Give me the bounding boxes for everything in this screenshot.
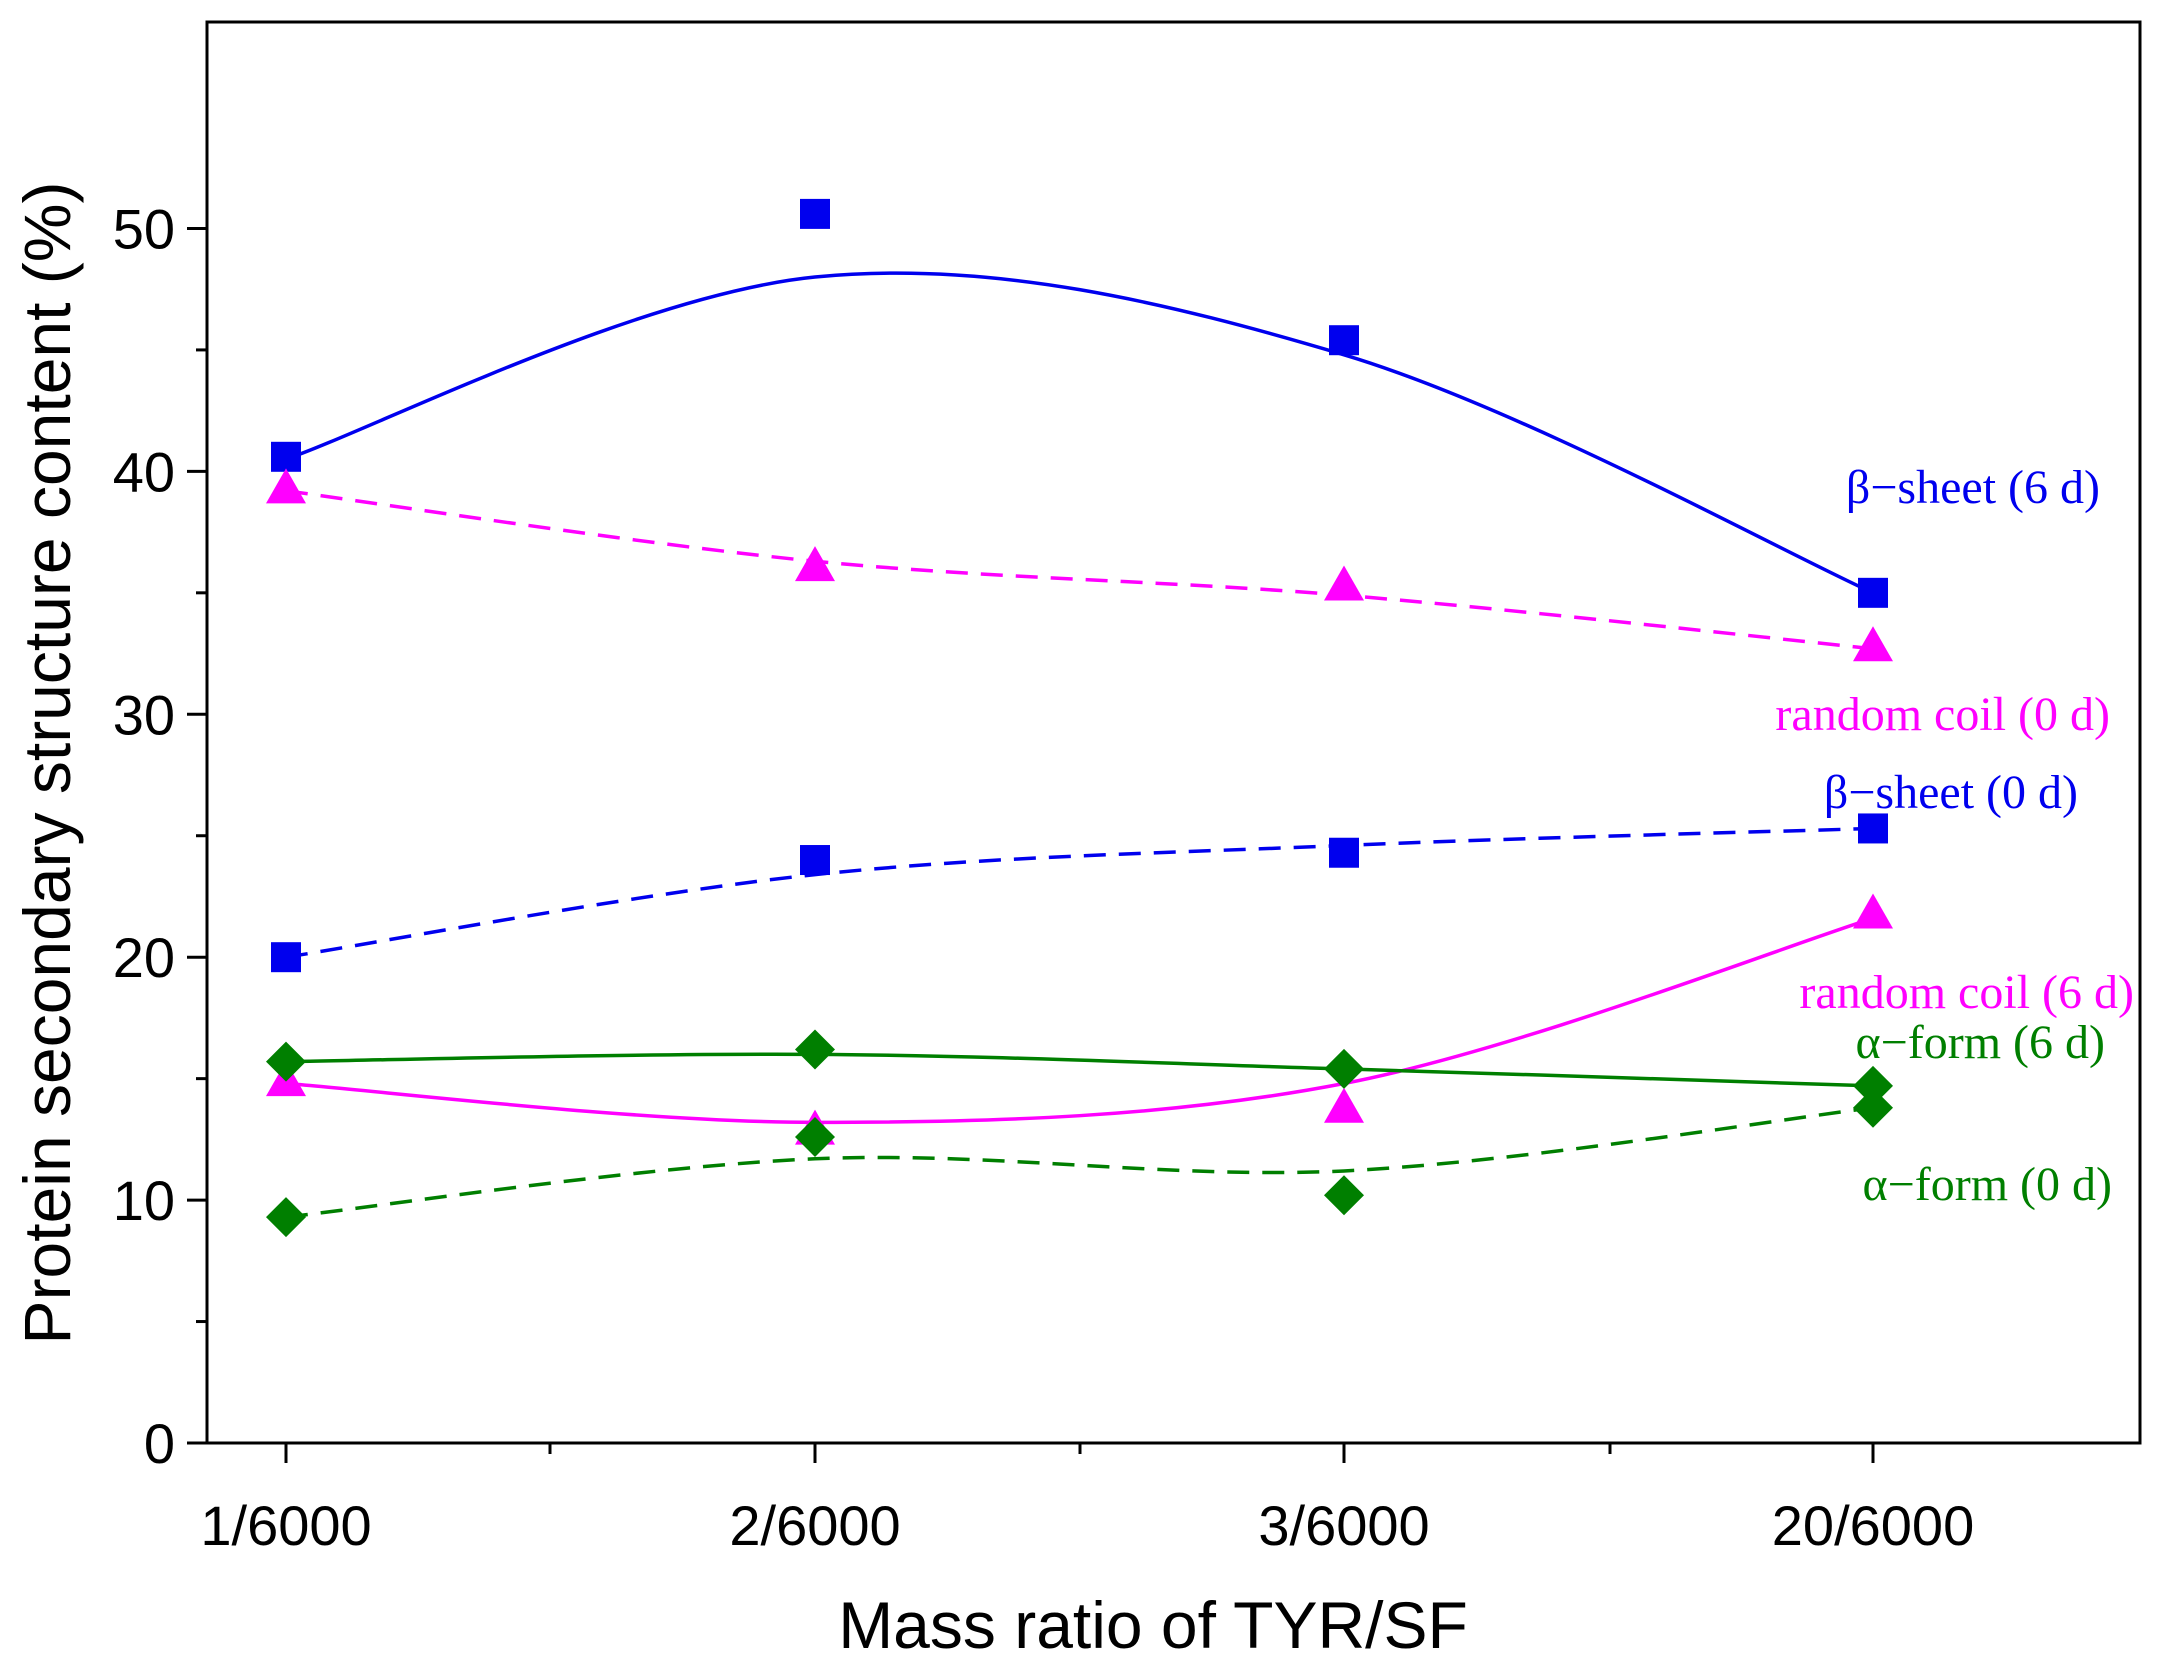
data-point-triangle [1324, 1087, 1364, 1123]
series-line-sheet-0-d [285, 826, 1874, 959]
data-point-triangle [795, 546, 835, 582]
x-axis-title: Mass ratio of TYR/SF [838, 1588, 1468, 1662]
series-labels: β−sheet (6 d) random coil (0 d) β−sheet (0… [1775, 461, 2134, 1211]
y-tick-label: 40 [113, 440, 175, 503]
series-label-random-coil-0-d: random coil (0 d) [1775, 688, 2110, 741]
series-label-form-6-d: α−form (6 d) [1856, 1016, 2106, 1069]
data-point-diamond [266, 1197, 306, 1238]
data-point-diamond [795, 1029, 835, 1070]
series-label-sheet-0-d: β−sheet (0 d) [1824, 766, 2078, 819]
data-point-square [1329, 837, 1359, 868]
data-point-square [800, 198, 830, 229]
y-axis-title: Protein secondary structure content (%) [10, 182, 84, 1345]
y-tick-label: 0 [144, 1412, 175, 1475]
data-point-square [1858, 813, 1888, 844]
data-point-diamond [1853, 1065, 1893, 1106]
series-label-random-coil-6-d: random coil (6 d) [1799, 966, 2134, 1019]
data-point-square [1329, 325, 1359, 356]
y-axis: 0 10 20 30 40 50 [113, 197, 207, 1475]
data-point-triangle [1853, 893, 1893, 929]
y-tick-label: 20 [113, 926, 175, 989]
data-point-square [271, 942, 301, 973]
series-line-random-coil-6-d [285, 916, 1874, 1125]
x-tick-label: 1/6000 [200, 1494, 371, 1557]
series-line-form-6-d [285, 1052, 1874, 1088]
data-point-diamond [1324, 1175, 1364, 1216]
data-point-square [271, 441, 301, 472]
fit-lines [285, 271, 1874, 1219]
x-tick-label: 20/6000 [1772, 1494, 1974, 1557]
data-point-triangle [1324, 565, 1364, 601]
y-tick-label: 50 [113, 197, 175, 260]
data-point-diamond [1324, 1048, 1364, 1089]
data-point-square [800, 845, 830, 876]
series-line-random-coil-0-d [285, 489, 1874, 651]
x-tick-label: 3/6000 [1258, 1494, 1429, 1557]
plot-border [205, 20, 2142, 1445]
series-label-sheet-6-d: β−sheet (6 d) [1846, 461, 2100, 514]
data-point-triangle [266, 468, 306, 504]
data-point-triangle [1853, 626, 1893, 662]
x-tick-label: 2/6000 [729, 1494, 900, 1557]
data-point-diamond [1853, 1087, 1893, 1128]
series-label-form-0-d: α−form (0 d) [1863, 1158, 2113, 1211]
data-point-square [1858, 577, 1888, 608]
series-line-form-0-d [285, 1106, 1874, 1219]
data-point-diamond [795, 1116, 835, 1157]
data-markers [266, 198, 1893, 1238]
x-axis: 1/6000 2/6000 3/6000 20/6000 [200, 1443, 1974, 1557]
y-tick-label: 30 [113, 683, 175, 746]
data-point-diamond [266, 1041, 306, 1082]
y-tick-label: 10 [113, 1169, 175, 1232]
series-line-sheet-6-d [285, 271, 1874, 595]
plot-frame [205, 20, 2142, 1445]
